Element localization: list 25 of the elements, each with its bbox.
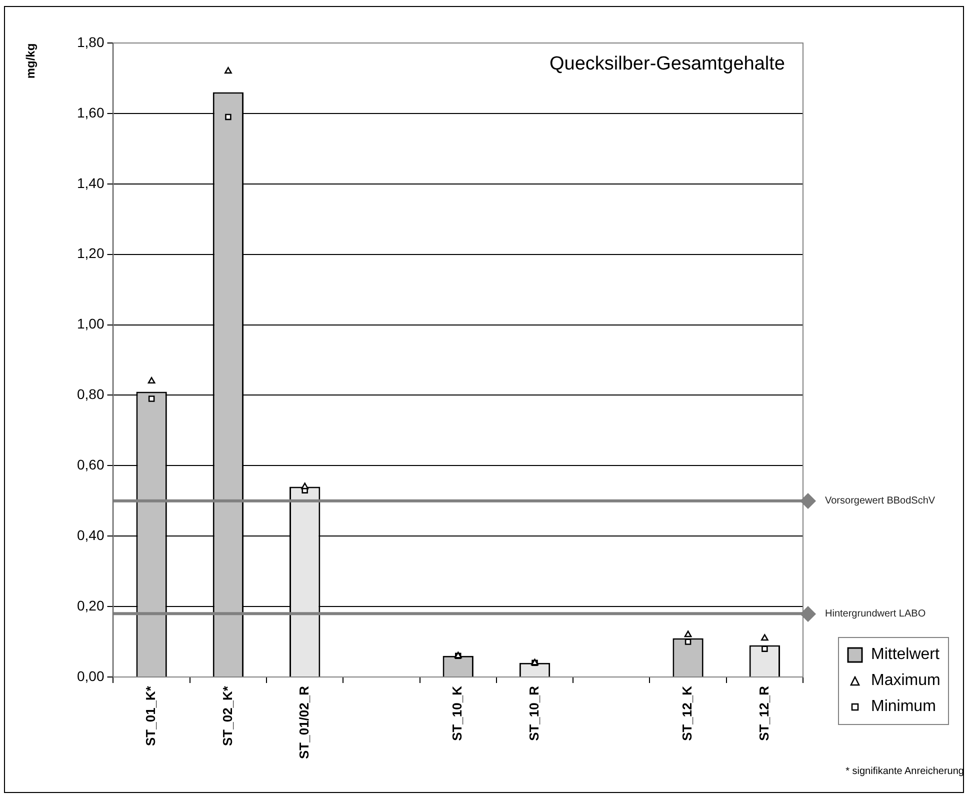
legend-label: Maximum — [871, 672, 940, 690]
x-tick-label: ST_01_K* — [143, 685, 158, 746]
y-tick-label: 1,20 — [77, 245, 104, 262]
x-tick-label: ST_12_K — [680, 685, 695, 741]
y-tick-label: 0,60 — [77, 456, 104, 473]
legend-label: Mittelwert — [871, 646, 940, 664]
y-tick-label: 0,20 — [77, 597, 104, 614]
y-tick-label: 1,40 — [77, 174, 104, 191]
y-tick-label: 1,00 — [77, 316, 104, 332]
y-tick-label: 0,00 — [77, 668, 104, 684]
legend-label: Minimum — [871, 698, 936, 716]
y-tick-label: 1,60 — [77, 104, 104, 120]
ref-line-label: Hintergrundwert LABO — [825, 608, 926, 620]
y-tick-label: 0,80 — [77, 386, 104, 402]
y-tick-label: 1,80 — [77, 34, 104, 50]
y-tick-label: 0,40 — [77, 526, 104, 543]
y-axis-title: mg/kg — [24, 43, 38, 79]
text: * signifikante Anreicherung — [846, 766, 964, 777]
x-tick-label: ST_12_R — [756, 685, 772, 741]
x-tick-label: ST_10_R — [526, 685, 542, 741]
x-tick-label: ST_02_K* — [220, 685, 235, 746]
text: Quecksilber-Gesamtgehalte — [550, 54, 785, 75]
x-tick-label: ST_10_K — [450, 685, 465, 741]
ref-line-label: Vorsorgewert BBodSchV — [825, 496, 936, 507]
x-tick-label: ST_01/02_R — [296, 685, 312, 760]
